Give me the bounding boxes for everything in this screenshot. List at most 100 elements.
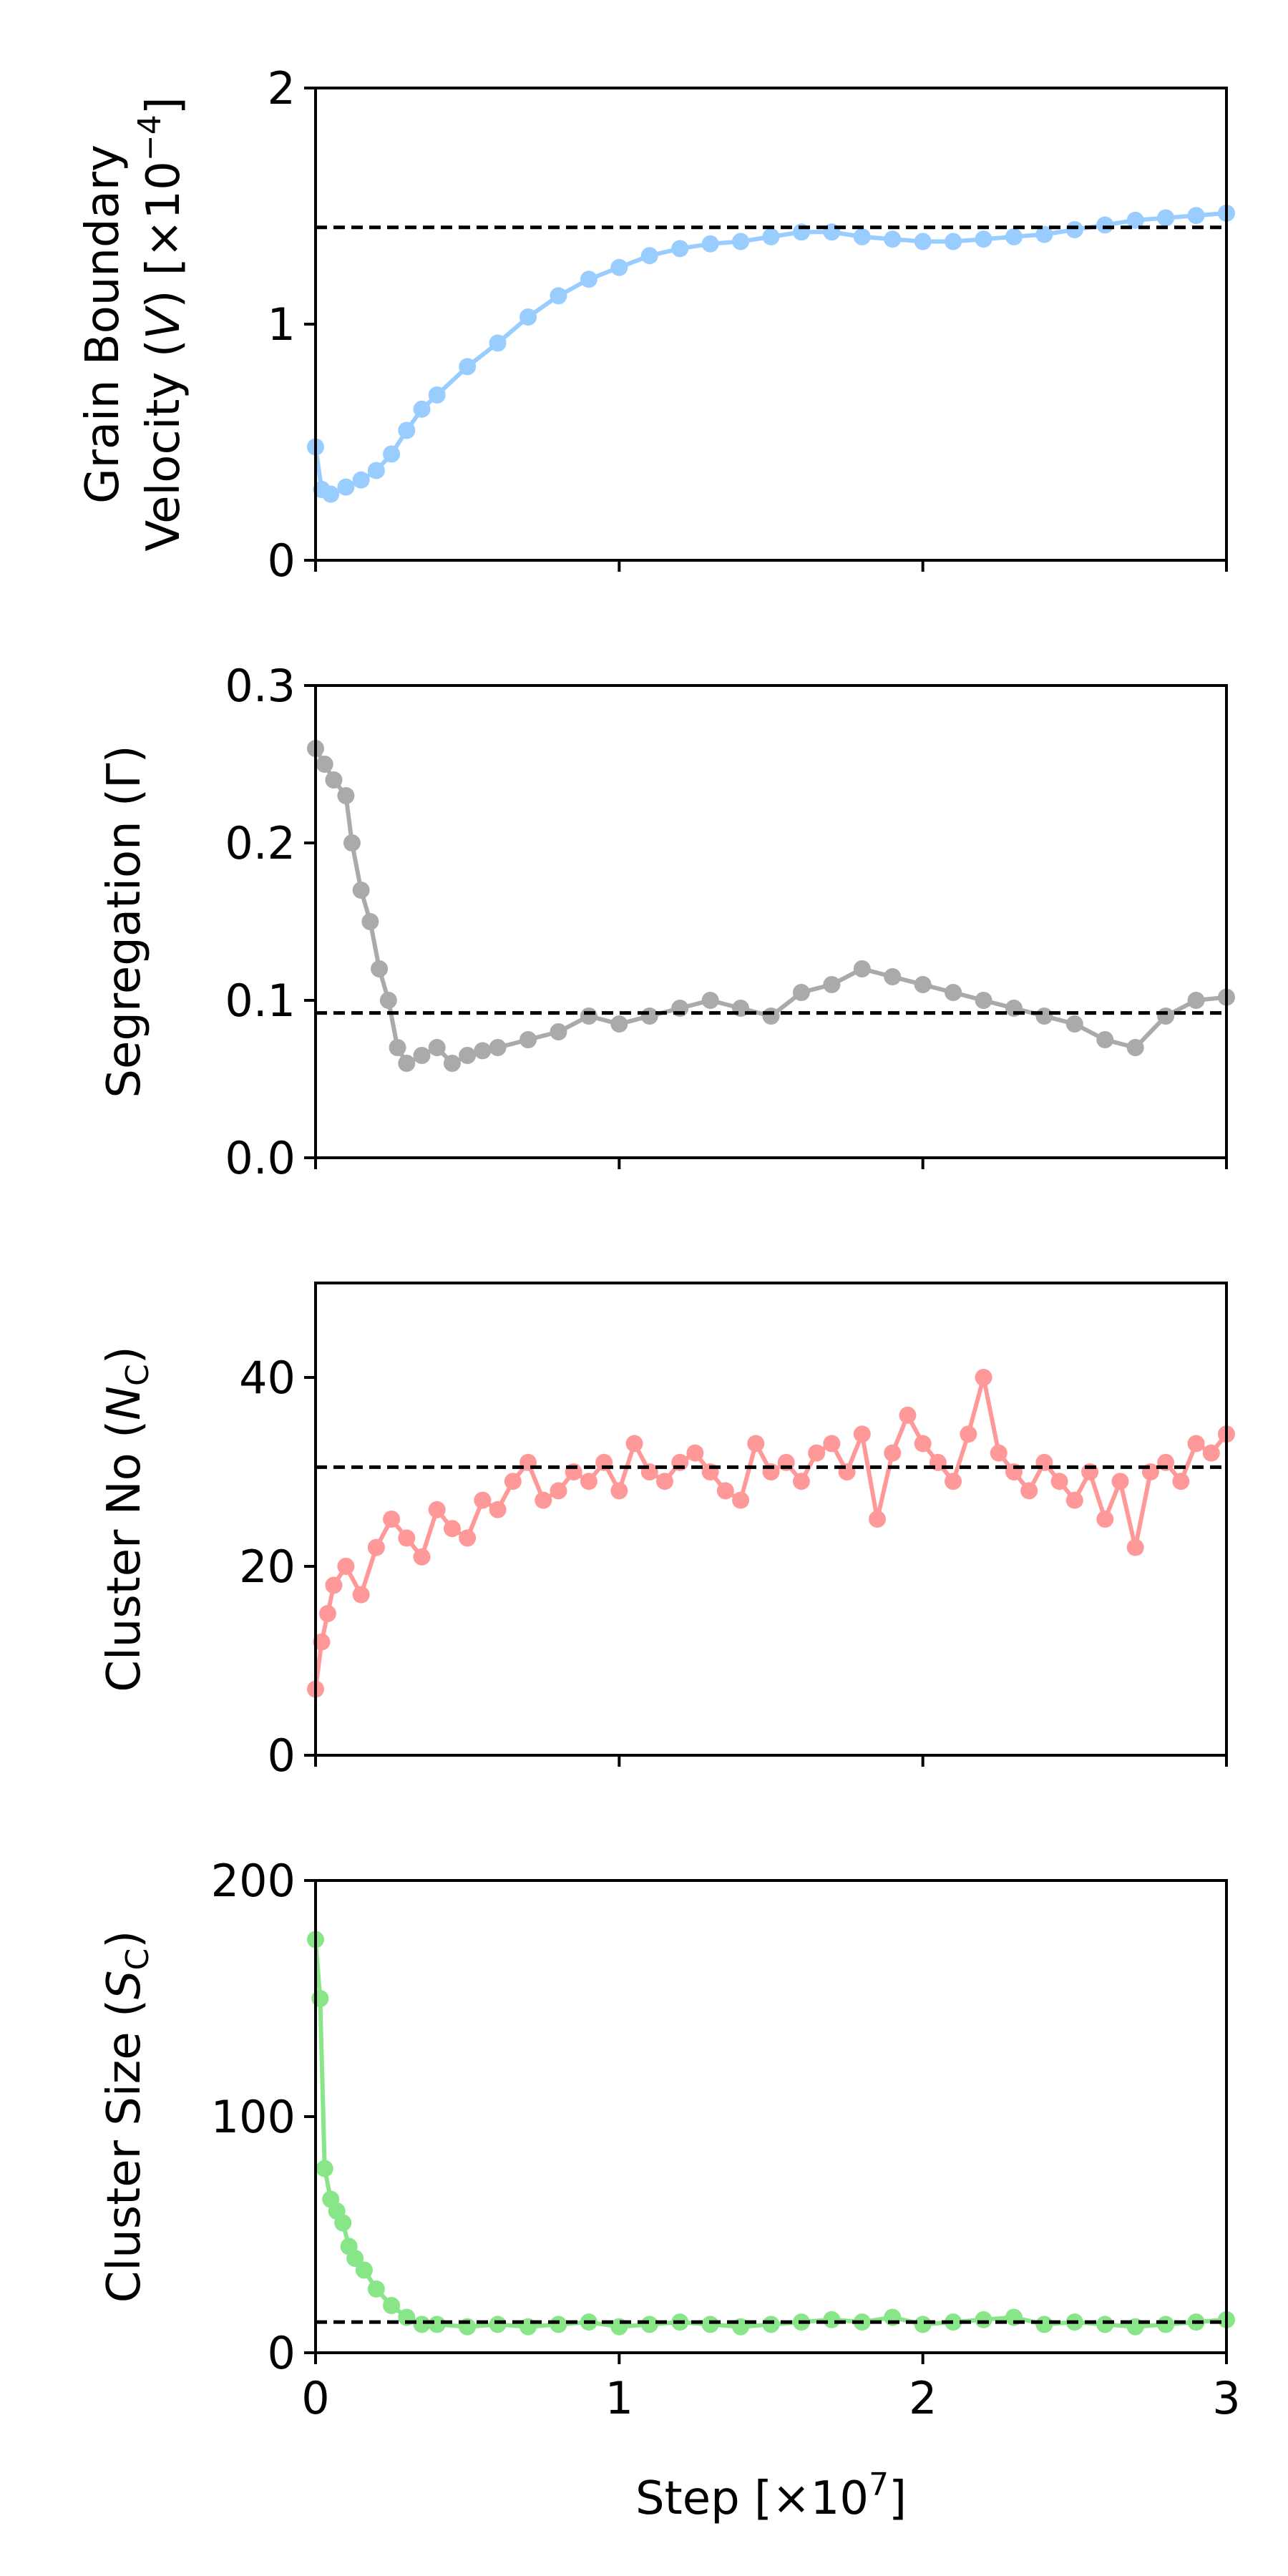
panel-3: 0 20 40 Cluster No (NC): [98, 1282, 1235, 1782]
data-point: [361, 913, 379, 930]
data-point: [489, 1501, 507, 1518]
data-point: [1126, 1538, 1144, 1556]
label-part: −4: [132, 114, 168, 161]
data-point: [337, 787, 355, 804]
data-point: [316, 756, 333, 773]
data-point: [1187, 207, 1205, 225]
data-point: [884, 230, 902, 248]
data-point: [914, 1435, 932, 1453]
y-tick-label: 0: [268, 535, 296, 587]
y-tick-label: 200: [211, 1855, 296, 1907]
data-point: [762, 2316, 780, 2333]
data-point: [367, 1538, 385, 1556]
x-tick-label: 3: [1212, 2372, 1240, 2424]
data-point: [318, 1605, 336, 1622]
label-part: Cluster Size (: [98, 1999, 151, 2303]
data-point: [1096, 1511, 1114, 1528]
data-point: [701, 992, 719, 1009]
y-tick-label: 40: [239, 1352, 296, 1404]
label-part: ) [×10: [137, 161, 190, 308]
data-point: [640, 2316, 658, 2333]
axes-frame: [314, 1879, 1228, 2354]
data-point: [990, 1444, 1008, 1462]
data-point: [352, 1586, 370, 1604]
label-part: C: [119, 1948, 156, 1971]
data-point: [701, 2316, 719, 2333]
x-axis-label: Step [×107]: [635, 2467, 907, 2525]
y-tick-label: 0.1: [225, 975, 296, 1027]
data-point: [960, 1425, 977, 1443]
label-part: Step [×10: [635, 2472, 869, 2525]
data-point: [1096, 216, 1114, 234]
data-point: [489, 334, 507, 352]
data-point: [379, 992, 397, 1009]
data-point: [792, 984, 810, 1001]
data-point: [459, 1047, 477, 1064]
panel-4: 0 100 200 0 1 2 3 Step [×107] Cluster Size (SC): [98, 1855, 1241, 2525]
data-point: [701, 235, 719, 253]
data-point: [1126, 1039, 1144, 1056]
x-tick-label: 2: [909, 2372, 937, 2424]
data-point: [1202, 1444, 1220, 1462]
data-point: [945, 233, 962, 250]
data-point: [732, 1491, 750, 1509]
y-axis-label: Cluster No (NC): [98, 1346, 156, 1692]
data-point: [1157, 2316, 1175, 2333]
data-point: [325, 1576, 343, 1594]
axes-frame: [314, 684, 1228, 1159]
data-point: [686, 1444, 704, 1462]
y-tick-label: 100: [211, 2091, 296, 2143]
data-point: [352, 882, 370, 899]
data-point: [1096, 2316, 1114, 2333]
data-point: [640, 247, 658, 265]
y-tick-label: 1: [268, 298, 296, 351]
label-part: V: [137, 305, 190, 339]
data-point: [367, 2280, 385, 2298]
data-point: [823, 1435, 841, 1453]
y-axis-label: Cluster Size (SC): [98, 1931, 156, 2303]
data-point: [1096, 1031, 1114, 1048]
data-point: [975, 2311, 992, 2328]
x-tick-label: 0: [301, 2372, 329, 2424]
data-point: [504, 1473, 522, 1491]
data-point: [914, 233, 932, 250]
data-point: [337, 1558, 355, 1575]
data-point: [413, 2316, 431, 2333]
data-point: [610, 258, 628, 276]
data-point: [389, 1039, 406, 1056]
data-point: [580, 270, 597, 288]
data-point: [945, 1473, 962, 1491]
data-point: [428, 2316, 446, 2333]
label-part: S: [98, 1970, 151, 1999]
data-point: [337, 478, 355, 496]
label-part: C: [119, 1364, 156, 1386]
data-point: [443, 1055, 461, 1072]
data-point: [313, 1633, 331, 1651]
data-point: [550, 1023, 567, 1040]
data-point: [311, 1990, 329, 2007]
data-point: [975, 992, 992, 1009]
data-point: [945, 2313, 962, 2331]
y-axis-label: Segregation (Γ): [98, 745, 151, 1098]
data-point: [1157, 209, 1175, 227]
data-point: [823, 976, 841, 993]
data-point: [808, 1444, 826, 1462]
series-line: [313, 210, 1227, 497]
data-point: [716, 1482, 734, 1500]
data-point: [640, 1008, 658, 1025]
data-point: [853, 960, 871, 977]
data-point: [823, 2311, 841, 2328]
y-tick-label: 0: [268, 1729, 296, 1782]
data-point: [459, 1529, 477, 1547]
label-part: Cluster No (: [98, 1420, 151, 1692]
data-point: [580, 1473, 597, 1491]
label-part: Segregation (Γ): [98, 745, 151, 1098]
panel-1: 0 1 2 Grain Boundary Velocity (V) [×10−4]: [77, 62, 1235, 587]
data-point: [899, 1406, 917, 1424]
data-point: [325, 771, 343, 789]
data-point: [1005, 228, 1023, 245]
data-point: [550, 287, 567, 305]
data-point: [346, 2250, 364, 2267]
data-point: [1020, 1482, 1038, 1500]
